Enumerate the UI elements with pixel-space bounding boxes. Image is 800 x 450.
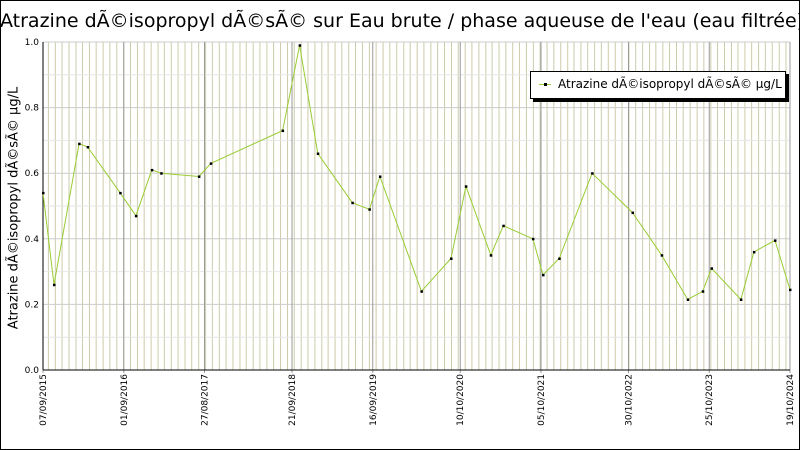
chart-legend: Atrazine dÃ©isopropyl dÃ©sÃ© µg/L: [530, 71, 786, 99]
x-tick-label: 16/09/2019: [369, 374, 379, 426]
data-point: [209, 162, 213, 165]
y-tick-label: 0.2: [25, 300, 39, 310]
x-tick-label: 25/10/2023: [705, 374, 715, 426]
x-tick-label: 21/09/2018: [288, 374, 298, 426]
data-point: [531, 237, 535, 241]
data-point: [78, 142, 81, 146]
data-point: [502, 224, 505, 228]
data-point: [739, 298, 743, 301]
data-point: [752, 250, 756, 254]
data-point: [450, 257, 453, 260]
data-point: [119, 191, 122, 195]
data-point: [281, 129, 285, 133]
y-tick-label: 1.0: [25, 38, 40, 48]
data-point: [464, 185, 468, 188]
data-point: [316, 152, 320, 156]
data-point: [660, 254, 664, 257]
x-tick-label: 19/10/2024: [786, 374, 796, 426]
y-tick-label: 0.8: [25, 104, 40, 114]
data-point: [42, 191, 45, 195]
data-point: [489, 254, 493, 257]
data-point: [789, 288, 792, 292]
y-tick-label: 0.0: [25, 366, 40, 376]
data-point: [52, 283, 56, 287]
data-point: [558, 257, 561, 260]
x-tick-label: 27/08/2017: [201, 374, 211, 426]
data-point: [150, 168, 154, 172]
data-point: [420, 290, 423, 293]
chart-title: Atrazine dÃ©isopropyl dÃ©sÃ© sur Eau bru…: [0, 10, 800, 32]
data-point: [134, 214, 138, 218]
data-point: [298, 44, 302, 47]
x-tick-label: 10/10/2020: [456, 374, 466, 426]
x-tick-label: 05/10/2021: [537, 374, 547, 426]
legend-label: Atrazine dÃ©isopropyl dÃ©sÃ© µg/L: [558, 77, 782, 91]
data-point: [631, 211, 635, 215]
y-tick-label: 0.4: [25, 235, 40, 245]
y-tick-label: 0.6: [25, 169, 40, 179]
y-axis-label-text: Atrazine dÃ©isopropyl dÃ©sÃ© µg/L: [6, 86, 22, 330]
data-point: [351, 201, 354, 205]
data-point: [378, 175, 382, 178]
data-point: [160, 172, 163, 175]
legend-marker-swatch: [544, 83, 547, 86]
x-tick-label: 07/09/2015: [39, 374, 49, 426]
data-point: [686, 298, 690, 301]
data-point: [773, 239, 777, 242]
data-point: [542, 273, 545, 277]
series-line: [42, 45, 791, 301]
data-point: [591, 172, 594, 175]
data-point: [710, 267, 713, 270]
data-point: [197, 175, 201, 178]
data-point: [368, 208, 371, 211]
data-point: [701, 290, 705, 293]
data-point: [86, 145, 90, 149]
x-tick-label: 30/10/2022: [624, 374, 634, 426]
x-tick-label: 01/09/2016: [120, 374, 130, 426]
